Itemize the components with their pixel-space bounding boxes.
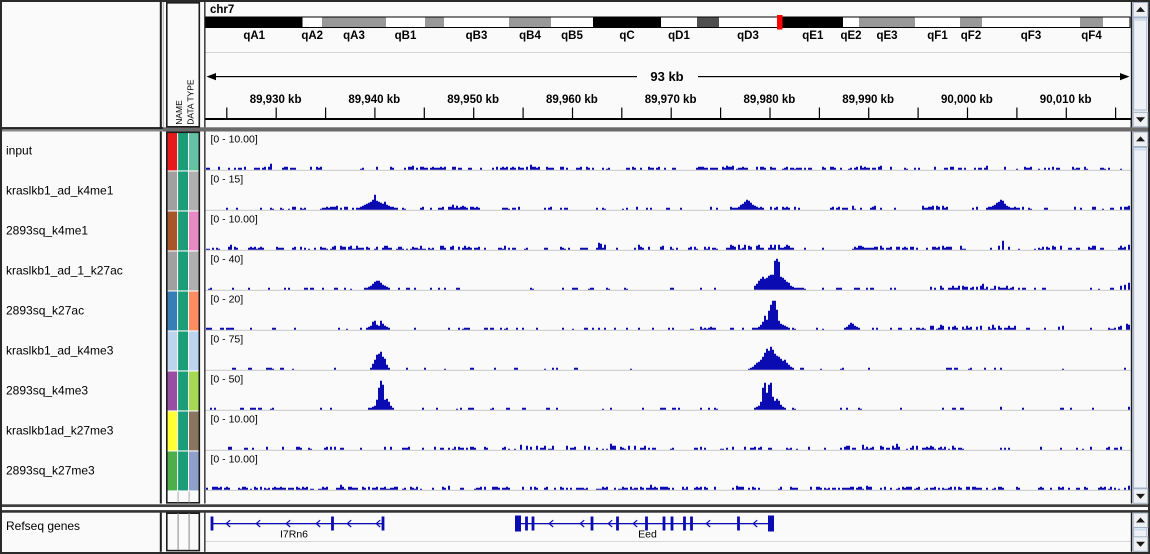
svg-text:89,970 kb: 89,970 kb <box>645 94 697 106</box>
svg-text:2893sq_k4me1: 2893sq_k4me1 <box>6 224 88 238</box>
svg-text:89,930 kb: 89,930 kb <box>250 94 302 106</box>
svg-text:DATA TYPE: DATA TYPE <box>185 79 195 125</box>
svg-text:qE2: qE2 <box>840 30 861 42</box>
svg-text:qF3: qF3 <box>1021 30 1041 42</box>
svg-text:2893sq_k27ac: 2893sq_k27ac <box>6 304 84 318</box>
svg-text:qB4: qB4 <box>519 30 541 42</box>
svg-text:qE1: qE1 <box>802 30 824 42</box>
svg-text:[0 - 10.00]: [0 - 10.00] <box>211 133 258 145</box>
svg-text:89,940 kb: 89,940 kb <box>348 94 400 106</box>
svg-text:qF2: qF2 <box>961 30 981 42</box>
svg-text:2893sq_k27me3: 2893sq_k27me3 <box>6 464 95 478</box>
svg-text:chr7: chr7 <box>210 4 234 16</box>
svg-text:93 kb: 93 kb <box>650 69 683 84</box>
svg-text:qD3: qD3 <box>737 30 759 42</box>
svg-text:qB5: qB5 <box>561 30 583 42</box>
svg-text:qA1: qA1 <box>243 30 265 42</box>
svg-text:89,990 kb: 89,990 kb <box>842 94 894 106</box>
svg-text:qD1: qD1 <box>668 30 690 42</box>
svg-text:input: input <box>6 144 33 158</box>
svg-text:2893sq_k4me3: 2893sq_k4me3 <box>6 384 88 398</box>
svg-text:[0 - 10.00]: [0 - 10.00] <box>211 413 258 425</box>
svg-text:qE3: qE3 <box>876 30 897 42</box>
svg-text:Eed: Eed <box>638 529 657 541</box>
svg-text:I7Rn6: I7Rn6 <box>280 529 308 541</box>
svg-text:qF4: qF4 <box>1081 30 1102 42</box>
svg-text:[0 - 10.00]: [0 - 10.00] <box>211 453 258 465</box>
svg-text:[0 - 10.00]: [0 - 10.00] <box>211 213 258 225</box>
svg-text:qA3: qA3 <box>343 30 365 42</box>
svg-text:89,950 kb: 89,950 kb <box>447 94 499 106</box>
svg-text:[0 - 15]: [0 - 15] <box>211 173 244 185</box>
svg-text:qB3: qB3 <box>466 30 488 42</box>
svg-text:90,000 kb: 90,000 kb <box>941 94 993 106</box>
svg-text:89,960 kb: 89,960 kb <box>546 94 598 106</box>
svg-text:DATA FILE: DATA FILE <box>197 83 207 125</box>
svg-text:[0 - 75]: [0 - 75] <box>211 333 244 345</box>
svg-text:90,010 kb: 90,010 kb <box>1040 94 1092 106</box>
svg-text:kraslkb1_ad_k4me3: kraslkb1_ad_k4me3 <box>6 344 114 358</box>
svg-text:qB1: qB1 <box>395 30 417 42</box>
svg-text:kraslkb1_ad_k4me1: kraslkb1_ad_k4me1 <box>6 184 114 198</box>
svg-text:kraslkb1ad_k27me3: kraslkb1ad_k27me3 <box>6 424 114 438</box>
svg-text:Refseq genes: Refseq genes <box>6 519 80 533</box>
svg-text:qF1: qF1 <box>927 30 948 42</box>
svg-text:NAME: NAME <box>174 100 184 125</box>
svg-text:qC: qC <box>619 30 634 42</box>
svg-text:89,980 kb: 89,980 kb <box>744 94 796 106</box>
svg-text:[0 - 40]: [0 - 40] <box>211 253 244 265</box>
svg-text:qA2: qA2 <box>301 30 323 42</box>
svg-text:[0 - 50]: [0 - 50] <box>211 373 244 385</box>
svg-text:[0 - 20]: [0 - 20] <box>211 293 244 305</box>
svg-text:kraslkb1_ad_1_k27ac: kraslkb1_ad_1_k27ac <box>6 264 123 278</box>
